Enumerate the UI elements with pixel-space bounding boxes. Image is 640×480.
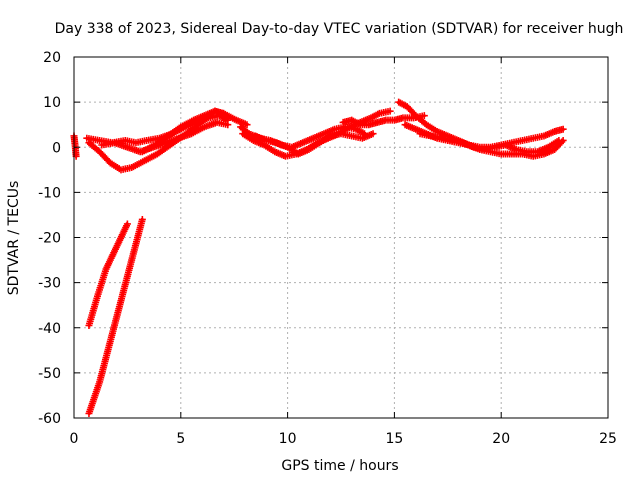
data-marks [70, 98, 567, 417]
data-point [138, 215, 146, 223]
y-tick-label: -40 [38, 321, 61, 337]
y-tick-label: -10 [38, 185, 61, 201]
x-axis-label: GPS time / hours [281, 458, 398, 474]
data-point [559, 125, 567, 133]
y-tick-label: 20 [43, 50, 61, 66]
data-point [220, 109, 228, 117]
data-point [243, 121, 251, 129]
data-point [123, 220, 131, 228]
data-point [386, 107, 394, 115]
x-tick-label: 25 [599, 431, 617, 447]
data-point [420, 112, 428, 120]
series-track-1 [70, 132, 80, 160]
y-tick-label: 0 [52, 140, 61, 156]
data-point [224, 121, 232, 129]
series-track-5 [138, 107, 228, 156]
y-tick-label: 10 [43, 95, 61, 111]
grid [74, 57, 608, 418]
series-track-12 [416, 130, 563, 156]
x-tick-label: 0 [70, 431, 79, 447]
chart-title: Day 338 of 2023, Sidereal Day-to-day VTE… [55, 21, 624, 37]
x-tick-label: 5 [176, 431, 185, 447]
series-track-descent-a [85, 220, 131, 329]
axis-ticks: 0 5 10 15 20 25 -60 -50 -40 -30 -20 -10 0 10 20 [38, 50, 617, 447]
y-tick-label: -60 [38, 411, 61, 427]
series-track-8 [252, 130, 377, 158]
data-point [555, 136, 563, 144]
x-tick-label: 15 [385, 431, 403, 447]
x-tick-label: 10 [279, 431, 297, 447]
y-axis-label: SDTVAR / TECUs [6, 181, 22, 296]
x-tick-label: 20 [492, 431, 510, 447]
y-tick-label: -30 [38, 276, 61, 292]
data-point [369, 130, 377, 138]
y-tick-label: -50 [38, 366, 61, 382]
y-tick-label: -20 [38, 231, 61, 247]
series-track-descent-b [85, 215, 146, 417]
